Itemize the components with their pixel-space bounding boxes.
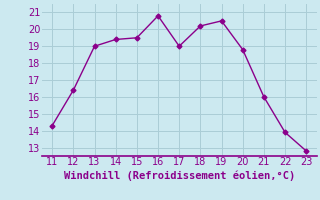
X-axis label: Windchill (Refroidissement éolien,°C): Windchill (Refroidissement éolien,°C) (64, 170, 295, 181)
